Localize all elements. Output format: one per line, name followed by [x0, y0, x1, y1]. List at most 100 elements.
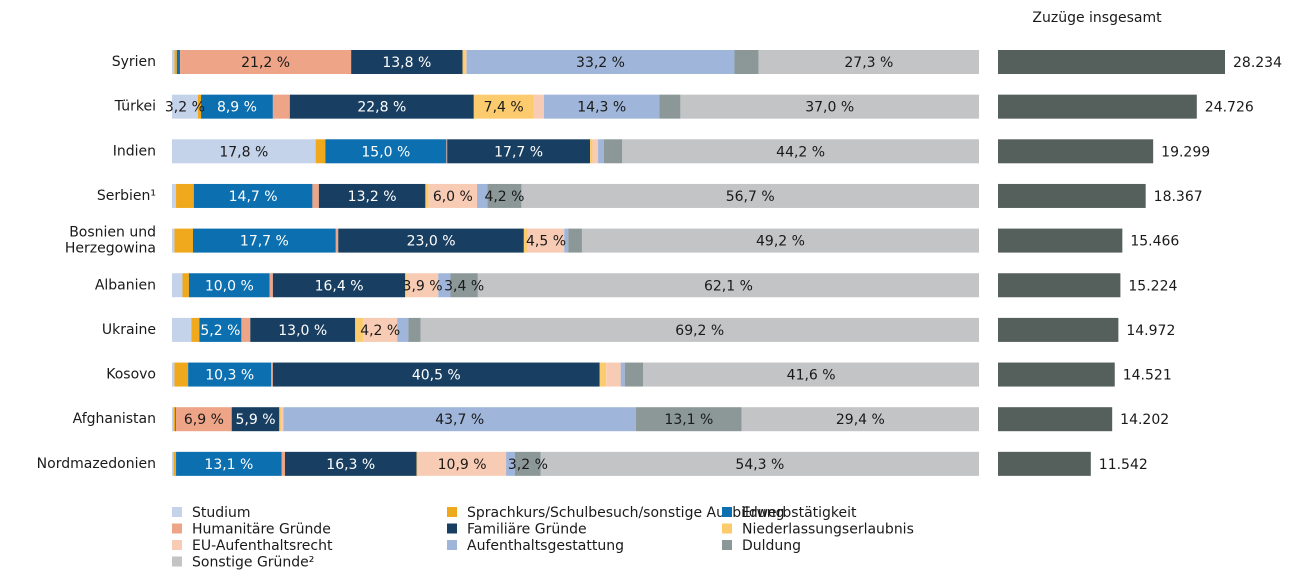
legend-swatch — [447, 507, 457, 517]
bar-segment — [643, 362, 979, 387]
legend-label: Sprachkurs/Schulbesuch/sonstige Ausbildu… — [467, 505, 784, 521]
bar-segment — [188, 273, 270, 298]
bar-segment — [289, 94, 474, 119]
bar-segment — [172, 228, 175, 253]
bar-segment — [318, 183, 426, 208]
data-label: 4,2 % — [484, 189, 524, 205]
legend-swatch — [447, 523, 457, 534]
bar-segment — [176, 407, 232, 432]
bar-segment — [405, 273, 407, 298]
bar-segment — [231, 407, 280, 432]
bar-segment — [603, 139, 623, 164]
bar-segment — [175, 407, 177, 432]
data-label: 13,0 % — [278, 323, 327, 339]
data-label: 40,5 % — [412, 368, 461, 384]
bar-segment — [564, 228, 569, 253]
bar-segment — [283, 407, 637, 432]
category-label: Kosovo — [106, 367, 156, 383]
bar-segment — [172, 94, 198, 119]
data-label: 17,7 % — [240, 234, 289, 250]
bar-segment — [599, 362, 607, 387]
total-label: 11.542 — [1099, 457, 1148, 473]
bar-segment — [174, 362, 189, 387]
bar-segment — [325, 139, 447, 164]
legend-label: EU-Aufenthaltsrecht — [192, 538, 333, 554]
bar-segment — [636, 407, 742, 432]
category-label: Türkei — [114, 99, 156, 115]
bar-segment — [173, 407, 176, 432]
legend-label: Humanitäre Gründe — [192, 522, 331, 538]
bar-segment — [590, 139, 593, 164]
data-label: 6,9 % — [184, 412, 224, 428]
data-label: 6,0 % — [433, 189, 473, 205]
category-label: Syrien — [112, 54, 156, 70]
bar-segment — [544, 94, 660, 119]
bar-segment — [606, 362, 621, 387]
data-label: 14,7 % — [229, 189, 278, 205]
data-label: 13,2 % — [348, 189, 397, 205]
bar-segment — [338, 228, 524, 253]
total-bar — [998, 50, 1225, 74]
total-bar — [998, 407, 1113, 432]
total-bar — [998, 451, 1091, 476]
legend-label: Aufenthaltsgestattung — [467, 538, 624, 554]
bar-segment — [272, 94, 290, 119]
bar-segment — [397, 317, 409, 342]
legend-label: Familiäre Gründe — [467, 522, 587, 538]
total-bar — [998, 228, 1123, 253]
bar-segment — [271, 362, 273, 387]
data-label: 44,2 % — [776, 144, 825, 160]
legend-swatch — [447, 540, 457, 550]
bar-segment — [540, 451, 979, 476]
bar-segment — [250, 317, 356, 342]
data-label: 22,8 % — [357, 100, 406, 116]
bar-segment — [406, 273, 439, 298]
bar-segment — [188, 362, 272, 387]
data-label: 27,3 % — [844, 55, 893, 71]
data-label: 54,3 % — [735, 457, 784, 473]
data-label: 29,4 % — [836, 412, 885, 428]
bar-segment — [620, 362, 625, 387]
category-label: Bosnien und Herzegowina — [60, 225, 156, 257]
bar-segment — [408, 317, 421, 342]
data-label: 4,5 % — [526, 234, 566, 250]
data-label: 33,2 % — [576, 55, 625, 71]
category-label: Serbien¹ — [97, 188, 156, 204]
data-label: 5,9 % — [236, 412, 276, 428]
bar-segment — [514, 451, 541, 476]
total-label: 15.466 — [1130, 234, 1179, 250]
bar-segment — [473, 94, 534, 119]
total-label: 19.299 — [1161, 144, 1210, 160]
bar-segment — [281, 451, 285, 476]
bar-segment — [428, 183, 478, 208]
data-label: 37,0 % — [805, 100, 854, 116]
bar-segment — [193, 183, 313, 208]
total-bar — [998, 139, 1154, 164]
bar-segment — [624, 362, 644, 387]
bar-segment — [191, 317, 200, 342]
total-label: 14.521 — [1123, 368, 1172, 384]
data-label: 13,1 % — [664, 412, 713, 428]
data-label: 17,7 % — [494, 144, 543, 160]
legend-swatch — [172, 523, 182, 534]
bar-segment — [568, 228, 582, 253]
data-label: 16,3 % — [326, 457, 375, 473]
total-bar — [998, 94, 1197, 119]
bar-segment — [741, 407, 979, 432]
bar-segment — [201, 94, 273, 119]
data-label: 17,8 % — [219, 144, 268, 160]
bar-segment — [523, 228, 528, 253]
total-label: 28.234 — [1233, 55, 1282, 71]
legend-swatch — [172, 556, 182, 567]
data-label: 56,7 % — [726, 189, 775, 205]
bar-segment — [172, 50, 175, 74]
bar-segment — [477, 183, 488, 208]
bar-segment — [312, 183, 319, 208]
data-label: 62,1 % — [704, 278, 753, 294]
data-label: 14,3 % — [577, 100, 626, 116]
bar-segment — [182, 273, 189, 298]
bar-segment — [477, 273, 979, 298]
bar-segment — [176, 183, 194, 208]
bar-segment — [581, 228, 979, 253]
data-label: 3,2 % — [508, 457, 548, 473]
